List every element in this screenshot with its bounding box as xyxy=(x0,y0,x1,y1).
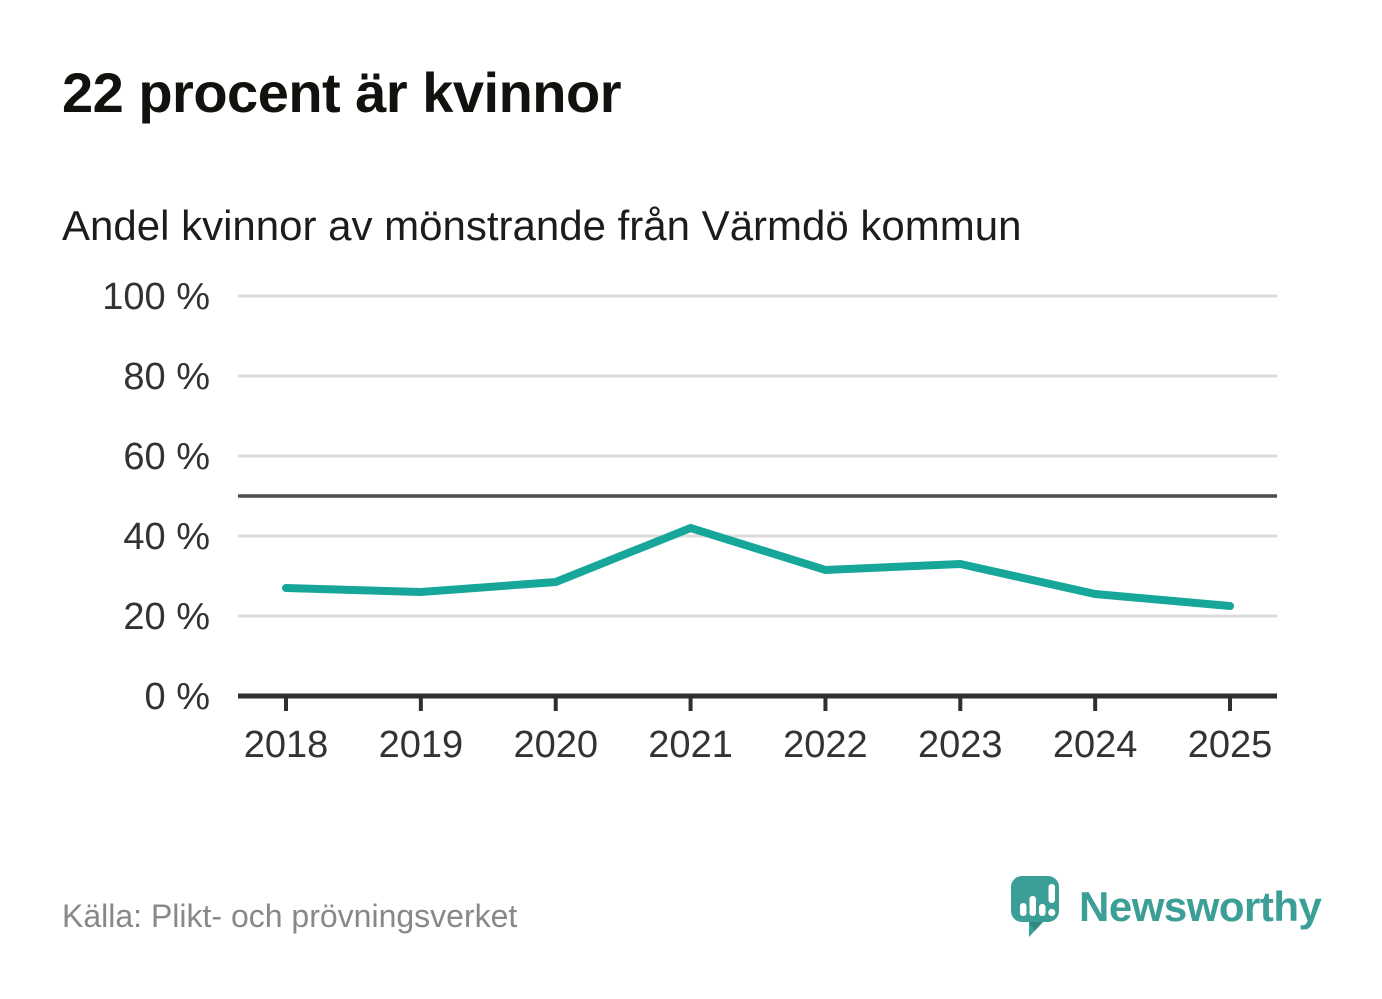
x-tick-label: 2020 xyxy=(513,724,598,766)
brand-name: Newsworthy xyxy=(1079,883,1322,930)
y-tick-label: 60 % xyxy=(123,436,210,478)
y-tick-label: 100 % xyxy=(102,276,210,318)
x-tick-label: 2019 xyxy=(379,724,464,766)
x-tick-label: 2024 xyxy=(1053,724,1138,766)
y-tick-label: 0 % xyxy=(145,676,210,718)
y-tick-label: 80 % xyxy=(123,356,210,398)
headline: 22 procent är kvinnor xyxy=(62,61,622,124)
chart-subtitle: Andel kvinnor av mönstrande från Värmdö … xyxy=(62,202,1022,249)
x-tick-label: 2021 xyxy=(648,724,733,766)
y-tick-label: 40 % xyxy=(123,516,210,558)
brand-logo: Newsworthy xyxy=(1011,876,1322,938)
y-tick-label: 20 % xyxy=(123,596,210,638)
x-tick-label: 2018 xyxy=(244,724,329,766)
x-tick-label: 2022 xyxy=(783,724,868,766)
data-line xyxy=(282,523,1235,610)
x-tick-label: 2023 xyxy=(918,724,1003,766)
source-note: Källa: Plikt- och prövningsverket xyxy=(62,898,518,934)
newsworthy-icon xyxy=(1011,876,1059,937)
x-tick-label: 2025 xyxy=(1188,724,1273,766)
